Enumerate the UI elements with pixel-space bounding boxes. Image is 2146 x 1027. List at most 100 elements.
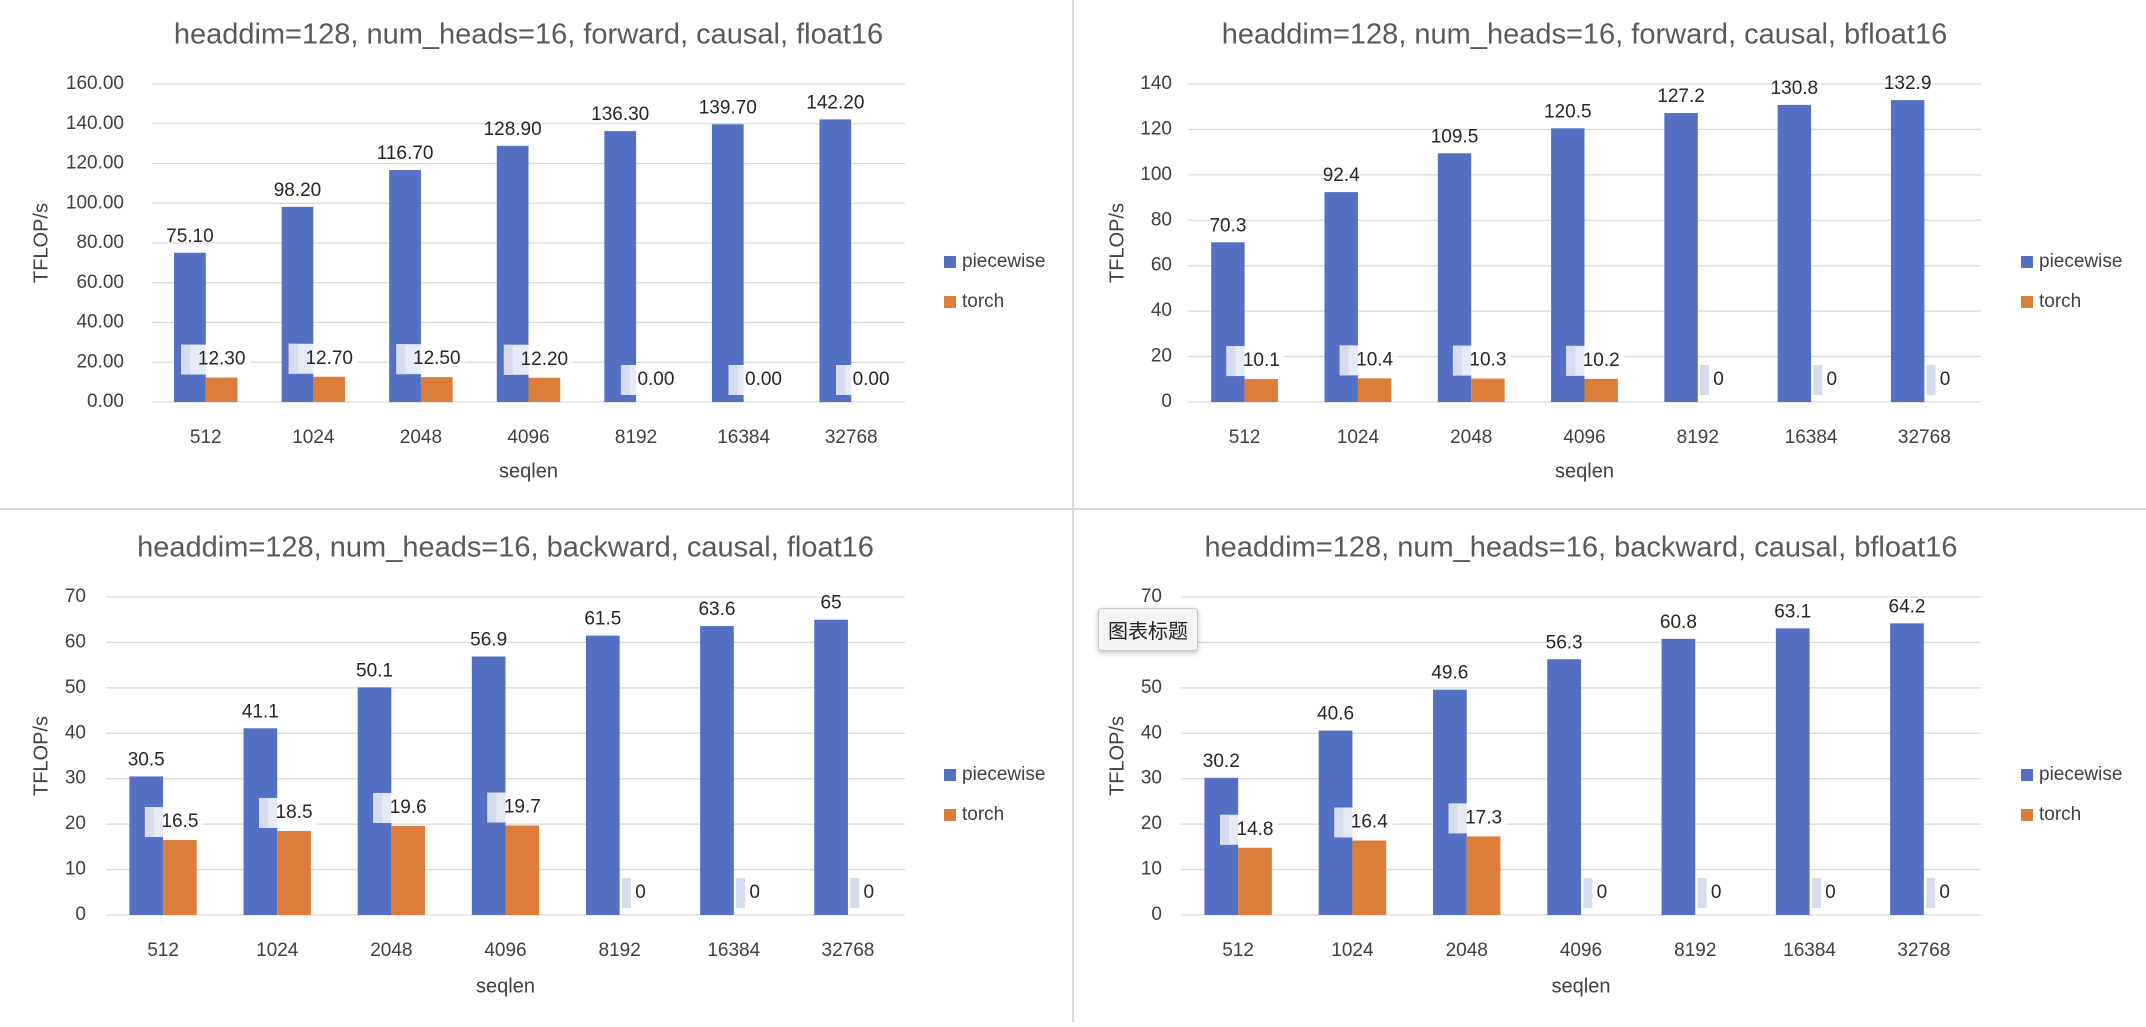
bar-piecewise[interactable] bbox=[1890, 100, 1925, 403]
legend-swatch bbox=[944, 809, 956, 821]
bar-piecewise[interactable] bbox=[1890, 623, 1924, 915]
data-label-torch: 18.5 bbox=[276, 802, 313, 823]
y-tick-label: 40 bbox=[1141, 722, 1162, 743]
chart-svg: headdim=128, num_heads=16, backward, cau… bbox=[30, 532, 1045, 998]
x-tick-label: 2048 bbox=[370, 940, 412, 961]
x-tick-label: 16384 bbox=[1785, 427, 1838, 448]
bar-piecewise[interactable] bbox=[1211, 242, 1245, 402]
chart-group: headdim=128, num_heads=16, forward, caus… bbox=[30, 19, 1045, 483]
data-label-torch: 0 bbox=[1940, 369, 1951, 390]
data-label-bg bbox=[259, 797, 318, 828]
bar-piecewise[interactable] bbox=[604, 131, 637, 402]
bar-piecewise[interactable] bbox=[814, 619, 848, 915]
bar-piecewise[interactable] bbox=[1547, 659, 1581, 915]
x-tick-label: 1024 bbox=[256, 940, 299, 961]
y-tick-label: 70 bbox=[1141, 586, 1162, 607]
bar-torch[interactable] bbox=[505, 825, 540, 915]
data-label-piecewise: 30.2 bbox=[1203, 751, 1240, 772]
bar-torch[interactable] bbox=[420, 377, 453, 402]
data-label-piecewise: 65 bbox=[821, 593, 842, 614]
legend-swatch bbox=[2021, 296, 2033, 308]
bar-torch[interactable] bbox=[1584, 378, 1618, 402]
y-axis-label: TFLOP/s bbox=[1106, 203, 1128, 283]
data-label-marker bbox=[836, 365, 846, 395]
bar-torch[interactable] bbox=[205, 377, 238, 402]
bar-torch[interactable] bbox=[1238, 847, 1272, 915]
chart-svg: headdim=128, num_heads=16, forward, caus… bbox=[30, 19, 1045, 483]
bar-torch[interactable] bbox=[1466, 836, 1501, 915]
bar-piecewise[interactable] bbox=[711, 124, 744, 402]
data-label-bg bbox=[1339, 345, 1398, 376]
data-label-piecewise: 116.70 bbox=[377, 143, 434, 164]
chart-panel-forward-bfloat16[interactable]: headdim=128, num_heads=16, forward, caus… bbox=[1074, 0, 2146, 508]
data-label-marker bbox=[620, 365, 630, 395]
bar-piecewise[interactable] bbox=[1204, 777, 1239, 915]
bar-piecewise[interactable] bbox=[1775, 628, 1810, 915]
chart-panel-forward-float16[interactable]: headdim=128, num_heads=16, forward, caus… bbox=[0, 0, 1072, 508]
data-label-marker bbox=[728, 365, 738, 395]
x-tick-label: 1024 bbox=[292, 427, 335, 448]
data-label-torch: 12.20 bbox=[521, 349, 569, 370]
bar-piecewise[interactable] bbox=[1433, 689, 1467, 915]
bar-torch[interactable] bbox=[163, 840, 197, 915]
chart-panel-backward-float16[interactable]: headdim=128, num_heads=16, backward, cau… bbox=[0, 510, 1072, 1022]
x-tick-label: 8192 bbox=[1674, 940, 1716, 961]
y-tick-label: 10 bbox=[65, 859, 86, 880]
data-label-marker bbox=[1813, 365, 1823, 395]
bar-piecewise[interactable] bbox=[1664, 113, 1698, 403]
y-tick-label: 0.00 bbox=[87, 391, 124, 412]
data-label-bg bbox=[181, 344, 251, 375]
chart-title: headdim=128, num_heads=16, forward, caus… bbox=[174, 19, 883, 51]
y-tick-label: 0 bbox=[75, 904, 86, 925]
chart-panel-backward-bfloat16[interactable]: headdim=128, num_heads=16, backward, cau… bbox=[1074, 510, 2146, 1022]
data-label-marker bbox=[1334, 807, 1344, 838]
bar-torch[interactable] bbox=[1244, 379, 1279, 402]
data-label-marker bbox=[1699, 365, 1709, 395]
y-tick-label: 140.00 bbox=[66, 113, 124, 134]
data-label-torch: 10.4 bbox=[1356, 349, 1393, 370]
legend-swatch bbox=[944, 296, 956, 308]
x-tick-label: 512 bbox=[1222, 940, 1254, 961]
bar-torch[interactable] bbox=[277, 830, 311, 915]
bar-piecewise[interactable] bbox=[129, 776, 164, 915]
data-label-torch: 0 bbox=[1825, 882, 1836, 903]
data-label-bg bbox=[728, 365, 787, 395]
bar-piecewise[interactable] bbox=[585, 635, 620, 915]
bar-torch[interactable] bbox=[391, 825, 426, 915]
legend-label: torch bbox=[2039, 804, 2081, 825]
y-tick-label: 100 bbox=[1140, 164, 1172, 185]
data-label-torch: 0 bbox=[1826, 369, 1837, 390]
y-tick-label: 50 bbox=[65, 677, 86, 698]
bar-piecewise[interactable] bbox=[471, 656, 506, 915]
bar-piecewise[interactable] bbox=[819, 119, 852, 402]
data-label-torch: 0 bbox=[863, 882, 874, 903]
bar-torch[interactable] bbox=[1471, 378, 1505, 402]
x-tick-label: 32768 bbox=[822, 940, 875, 961]
legend-label: piecewise bbox=[2039, 764, 2122, 785]
bar-piecewise[interactable] bbox=[1661, 638, 1696, 915]
data-label-torch: 0 bbox=[1939, 882, 1950, 903]
data-label-piecewise: 63.6 bbox=[698, 599, 735, 620]
x-axis-label: seqlen bbox=[1555, 460, 1614, 482]
bar-torch[interactable] bbox=[528, 377, 561, 402]
y-tick-label: 40 bbox=[1151, 300, 1172, 321]
bar-piecewise[interactable] bbox=[700, 626, 734, 915]
data-label-marker bbox=[850, 878, 860, 908]
x-tick-label: 32768 bbox=[1898, 427, 1951, 448]
legend-swatch bbox=[944, 256, 956, 268]
data-label-marker bbox=[1583, 878, 1593, 908]
data-label-bg bbox=[836, 365, 895, 395]
data-label-piecewise: 98.20 bbox=[274, 180, 322, 201]
bar-torch[interactable] bbox=[1357, 378, 1392, 402]
data-label-marker bbox=[503, 344, 513, 375]
bar-torch[interactable] bbox=[313, 376, 346, 402]
data-label-bg bbox=[487, 792, 546, 823]
bar-torch[interactable] bbox=[1352, 840, 1387, 915]
x-tick-label: 4096 bbox=[1563, 427, 1605, 448]
data-label-piecewise: 63.1 bbox=[1774, 601, 1811, 622]
legend-label: torch bbox=[2039, 291, 2081, 312]
data-label-torch: 12.70 bbox=[305, 348, 353, 369]
bar-piecewise[interactable] bbox=[174, 252, 206, 402]
bar-piecewise[interactable] bbox=[1777, 104, 1812, 402]
y-axis-label: TFLOP/s bbox=[30, 203, 52, 283]
